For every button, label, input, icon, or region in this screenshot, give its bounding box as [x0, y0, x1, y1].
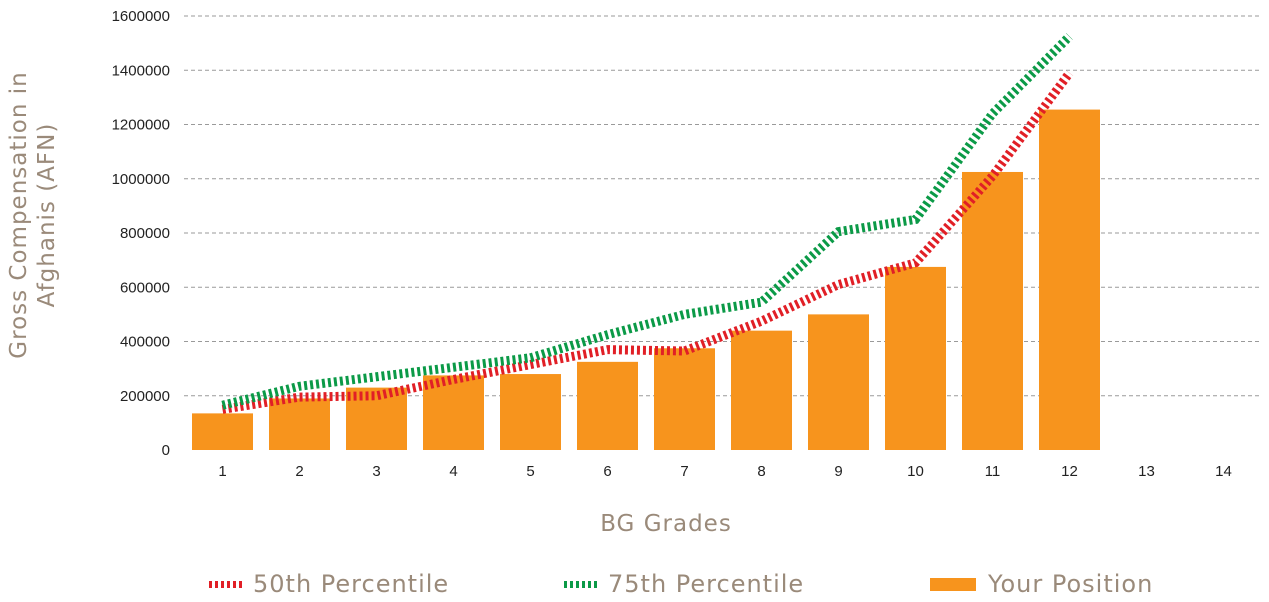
y-tick-label: 1400000 — [112, 62, 170, 79]
bar — [731, 330, 792, 450]
x-tick-label: 2 — [295, 463, 303, 480]
x-tick-label: 14 — [1215, 463, 1232, 480]
y-axis-title: Gross Compensation inAfghanis (AFN) — [6, 71, 60, 358]
y-tick-label: 0 — [162, 442, 170, 459]
line-75th-percentile — [221, 33, 1073, 410]
y-tick-label: 800000 — [120, 225, 170, 242]
x-tick-label: 7 — [680, 463, 688, 480]
bar-series — [192, 109, 1100, 451]
bar — [500, 374, 561, 450]
legend: 50th Percentile 75th Percentile Your Pos… — [0, 566, 1269, 602]
legend-item-50th: 50th Percentile — [209, 566, 449, 602]
legend-item-position: Your Position — [930, 566, 1153, 602]
x-tick-label: 6 — [603, 463, 611, 480]
bar — [654, 348, 715, 450]
chart: 0 200000 400000 600000 800000 1000000 1200000 1… — [6, 8, 1262, 537]
legend-item-75th: 75th Percentile — [564, 566, 804, 602]
y-axis-title-line: Gross Compensation in — [6, 71, 32, 358]
x-tick-label: 3 — [372, 463, 380, 480]
legend-label-75th: 75th Percentile — [608, 570, 805, 598]
y-tick-label: 1600000 — [112, 8, 170, 25]
y-tick-label: 200000 — [120, 388, 170, 405]
x-tick-label: 13 — [1138, 463, 1155, 480]
bar — [808, 314, 869, 450]
x-tick-label: 9 — [834, 463, 842, 480]
x-axis-title: BG Grades — [600, 511, 732, 537]
bar — [885, 266, 946, 450]
bar — [577, 361, 638, 450]
legend-label-50th: 50th Percentile — [253, 570, 450, 598]
legend-swatch-position — [930, 577, 976, 591]
y-tick-label: 600000 — [120, 279, 170, 296]
legend-label-position: Your Position — [988, 570, 1154, 598]
x-tick-label: 10 — [907, 463, 924, 480]
x-tick-label: 8 — [757, 463, 765, 480]
y-axis-ticks: 0 200000 400000 600000 800000 1000000 1200000 1… — [112, 8, 170, 459]
x-tick-label: 5 — [526, 463, 534, 480]
y-tick-label: 1000000 — [112, 171, 170, 188]
x-tick-label: 11 — [985, 463, 1001, 480]
bar — [1039, 109, 1100, 451]
y-tick-label: 400000 — [120, 334, 170, 351]
y-axis-title-line: Afghanis (AFN) — [34, 123, 60, 308]
legend-swatch-50th — [209, 580, 245, 588]
line-series — [221, 33, 1074, 414]
bar — [269, 398, 330, 450]
x-tick-label: 12 — [1061, 463, 1078, 480]
legend-swatch-75th — [564, 580, 600, 588]
x-axis-ticks: 1 2 3 4 5 6 7 8 9 10 11 12 13 14 — [218, 463, 1232, 480]
x-tick-label: 4 — [449, 463, 457, 480]
bar — [962, 171, 1023, 450]
line-50th-percentile — [221, 70, 1074, 414]
bar — [192, 413, 253, 450]
y-tick-label: 1200000 — [112, 117, 170, 134]
x-tick-label: 1 — [218, 463, 226, 480]
gridlines — [184, 15, 1262, 397]
